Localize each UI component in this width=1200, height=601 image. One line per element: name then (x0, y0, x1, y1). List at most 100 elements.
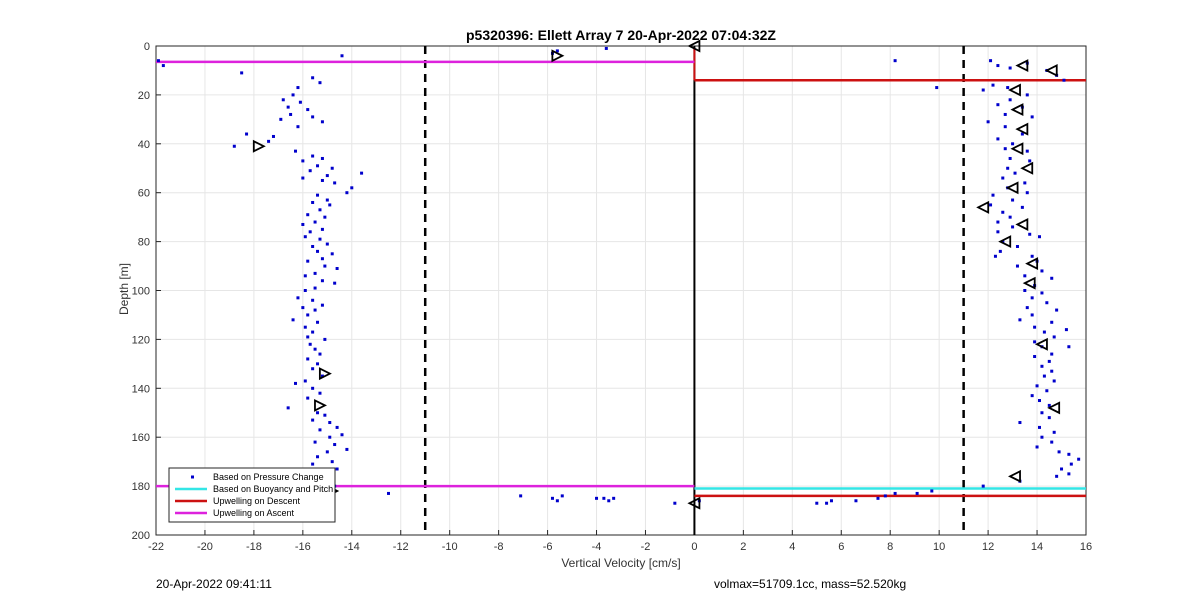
pressure-point-ascent (560, 494, 564, 498)
pressure-point-ascent (313, 271, 317, 275)
y-tick-label: 60 (138, 188, 150, 200)
pressure-point-descent (893, 491, 897, 495)
x-tick-label: -2 (641, 541, 651, 553)
pressure-point-ascent (232, 144, 236, 148)
pressure-point-ascent (279, 117, 283, 121)
pressure-point-descent (1008, 215, 1012, 219)
legend-label: Upwelling on Descent (213, 496, 301, 506)
pressure-point-ascent (345, 447, 349, 451)
pressure-point-descent (1025, 149, 1029, 153)
pressure-point-ascent (311, 386, 315, 390)
pressure-point-ascent (286, 406, 290, 410)
y-axis-label: Depth [m] (117, 263, 131, 315)
pressure-point-ascent (306, 335, 310, 339)
pressure-point-descent (1028, 159, 1032, 163)
pressure-point-ascent (318, 81, 322, 85)
y-tick-label: 180 (132, 481, 150, 493)
pressure-point-descent (1047, 403, 1051, 407)
pressure-point-ascent (311, 115, 315, 119)
pressure-point-descent (1015, 264, 1019, 268)
pressure-point-ascent (555, 499, 559, 503)
ascent-marker (314, 398, 327, 412)
pressure-point-descent (981, 484, 985, 488)
y-tick-label: 200 (132, 530, 150, 542)
pressure-point-ascent (306, 396, 310, 400)
pressure-point-ascent (360, 171, 364, 175)
pressure-point-ascent (267, 139, 271, 143)
pressure-point-descent (1008, 156, 1012, 160)
descent-marker (1015, 59, 1029, 73)
pressure-point-ascent (313, 286, 317, 290)
pressure-point-ascent (303, 379, 307, 383)
pressure-point-ascent (335, 425, 339, 429)
legend-swatch-dot (191, 475, 194, 479)
pressure-point-descent (996, 64, 1000, 68)
pressure-point-ascent (330, 166, 334, 170)
pressure-point-descent (1038, 425, 1041, 429)
pressure-point-descent (1015, 244, 1019, 248)
pressure-point-ascent (550, 496, 554, 500)
pressure-point-descent (1011, 198, 1015, 202)
pressure-point-ascent (156, 59, 160, 63)
pressure-point-ascent (335, 266, 339, 270)
pressure-point-descent (1050, 440, 1054, 444)
pressure-point-descent (1030, 394, 1034, 398)
pressure-point-descent (883, 494, 887, 498)
pressure-point-descent (1050, 369, 1054, 373)
pressure-point-ascent (323, 264, 327, 268)
pressure-point-ascent (311, 244, 315, 248)
pressure-point-descent (1033, 325, 1037, 329)
pressure-point-ascent (323, 413, 327, 417)
pressure-point-ascent (271, 134, 275, 138)
pressure-point-ascent (289, 112, 293, 116)
pressure-point-ascent (340, 433, 344, 437)
descent-marker (1008, 469, 1021, 483)
y-tick-label: 80 (138, 237, 150, 249)
pressure-point-ascent (303, 325, 307, 329)
pressure-point-descent (1011, 142, 1015, 146)
legend-label: Upwelling on Ascent (213, 508, 295, 518)
pressure-point-descent (1035, 445, 1039, 449)
pressure-point-descent (1052, 379, 1056, 383)
legend-label: Based on Buoyancy and Pitch (213, 484, 333, 494)
x-tick-label: 4 (789, 541, 795, 553)
descent-marker (687, 39, 701, 53)
pressure-point-ascent (245, 132, 249, 136)
pressure-point-descent (1050, 352, 1054, 356)
pressure-point-ascent (325, 242, 329, 246)
pressure-point-descent (1033, 355, 1037, 359)
pressure-point-descent (1013, 171, 1017, 175)
y-tick-label: 0 (144, 41, 150, 53)
pressure-point-descent (893, 59, 897, 63)
pressure-point-ascent (604, 46, 608, 50)
y-tick-label: 160 (132, 432, 150, 444)
pressure-point-ascent (320, 120, 324, 124)
pressure-point-ascent (281, 98, 285, 102)
pressure-point-ascent (301, 159, 305, 163)
pressure-point-ascent (673, 501, 677, 505)
descent-marker (998, 235, 1012, 249)
pressure-point-descent (1006, 166, 1010, 170)
pressure-point-ascent (311, 154, 315, 158)
pressure-point-ascent (311, 200, 315, 204)
pressure-point-ascent (306, 357, 310, 361)
pressure-point-ascent (320, 156, 324, 160)
pressure-point-ascent (316, 411, 320, 415)
pressure-point-descent (1020, 132, 1024, 136)
pressure-point-descent (1040, 411, 1044, 415)
pressure-point-ascent (313, 220, 317, 224)
chart-title: p5320396: Ellett Array 7 20-Apr-2022 07:… (466, 27, 776, 43)
pressure-point-descent (989, 59, 993, 63)
pressure-point-descent (1003, 125, 1007, 129)
pressure-point-ascent (294, 381, 297, 385)
pressure-point-ascent (320, 178, 324, 182)
y-tick-label: 120 (132, 334, 150, 346)
pressure-point-descent (989, 203, 993, 207)
pressure-point-ascent (316, 164, 320, 168)
pressure-point-descent (915, 491, 919, 495)
pressure-point-descent (1052, 335, 1056, 339)
pressure-point-descent (1003, 112, 1007, 116)
pressure-point-descent (1001, 210, 1005, 214)
pressure-point-descent (876, 496, 880, 500)
pressure-point-ascent (311, 298, 315, 302)
